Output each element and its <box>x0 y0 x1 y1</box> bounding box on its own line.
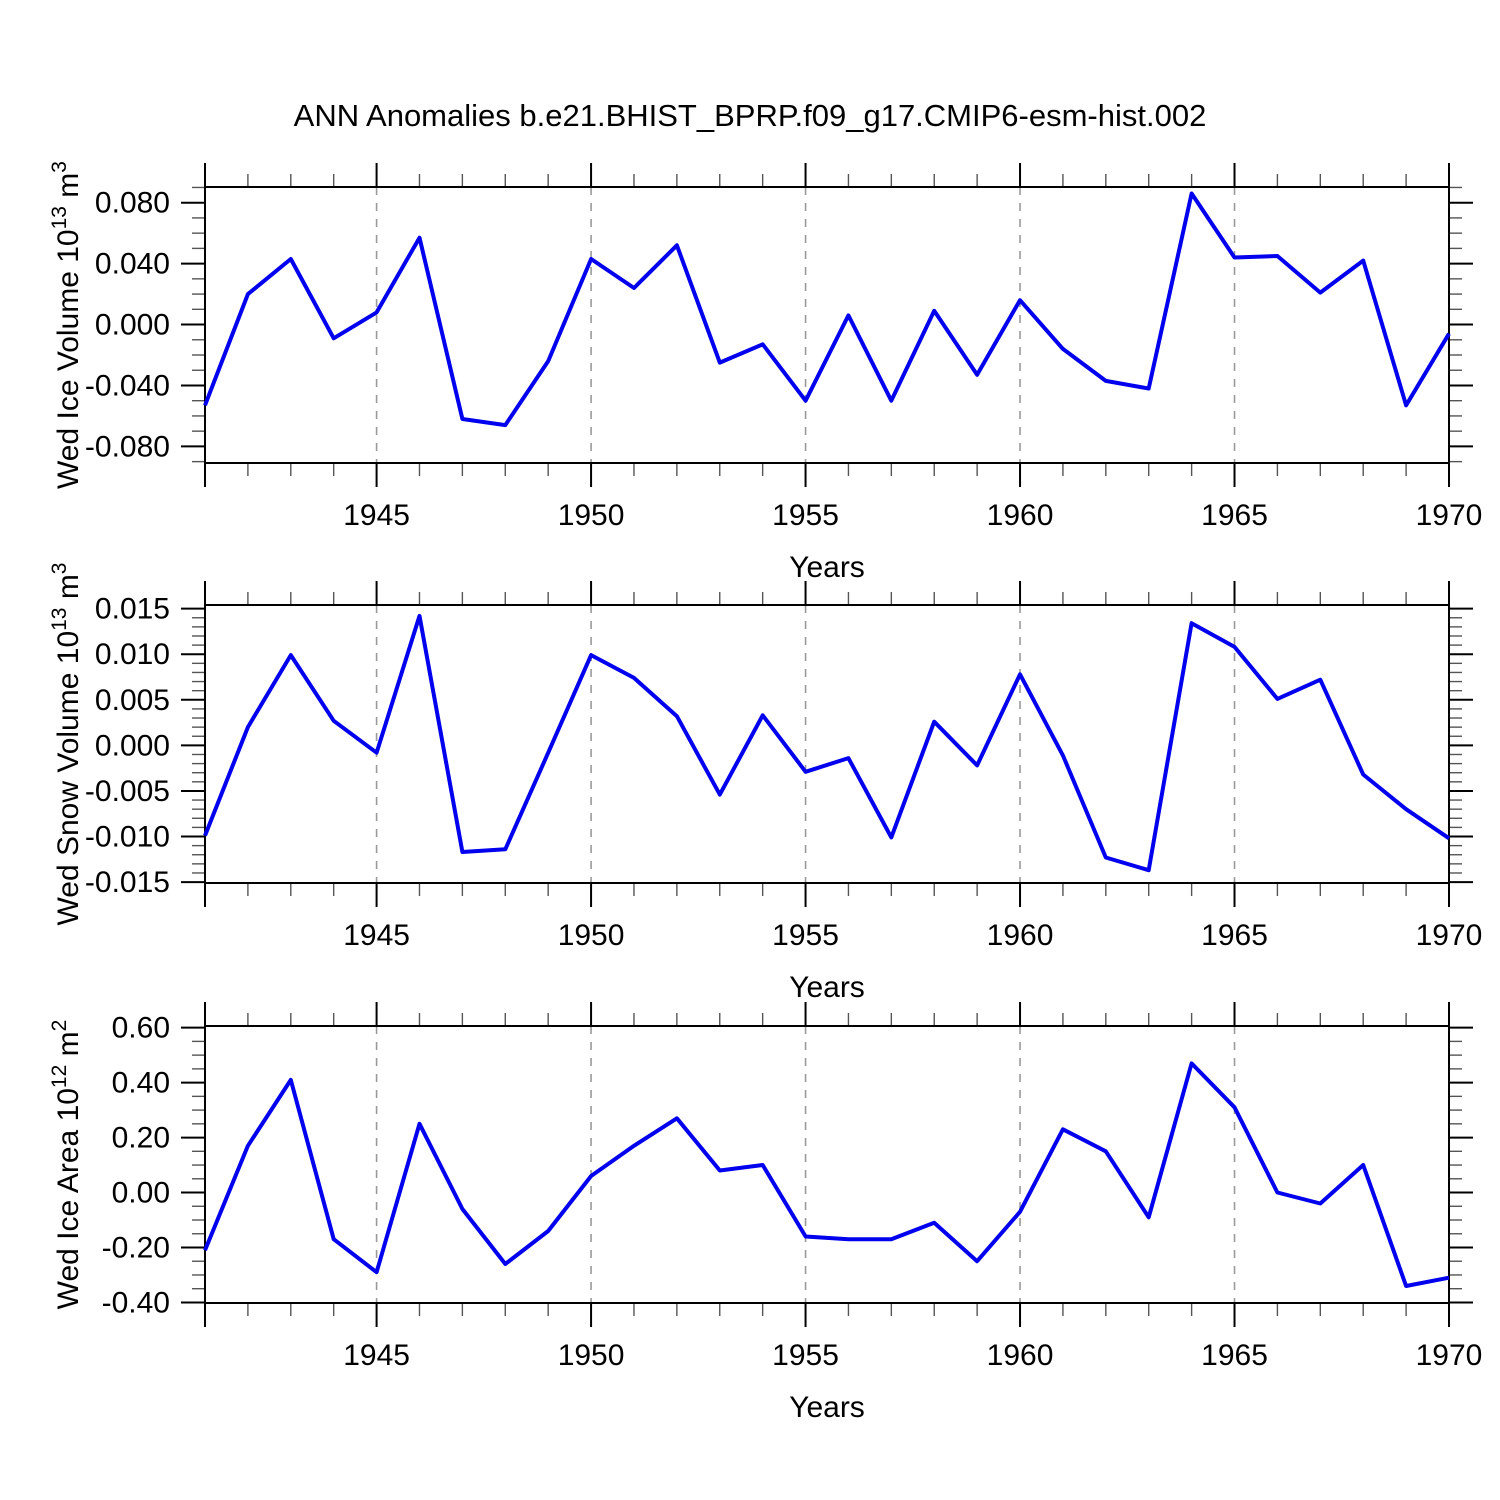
x-axis-title: Years <box>789 1391 865 1424</box>
x-axis-title: Years <box>789 551 865 584</box>
x-tick-label: 1950 <box>558 919 625 952</box>
y-axis-title: Wed Snow Volume 1013 m3 <box>48 563 85 926</box>
panel-1: -0.080 -0.040 0.000 0.040 0.080 1945 1950 1955 1… <box>48 161 1482 584</box>
y-tick-label: 0.60 <box>112 1012 170 1045</box>
x-tick-label: 1965 <box>1201 499 1268 532</box>
x-tick-label: 1965 <box>1201 919 1268 952</box>
y-axis-title: Wed Ice Volume 1013 m3 <box>48 161 85 489</box>
y-tick-label: 0.000 <box>95 309 170 342</box>
x-tick-label: 1950 <box>558 499 625 532</box>
y-tick-label: 0.40 <box>112 1067 170 1100</box>
panel-3: -0.40 -0.20 0.00 0.20 0.40 0.60 1945 1950 1955 19… <box>48 1002 1482 1424</box>
x-tick-label: 1955 <box>772 1339 839 1372</box>
y-tick-label: -0.040 <box>85 369 170 402</box>
y-tick-label: 0.000 <box>95 729 170 762</box>
y-tick-label: 0.20 <box>112 1122 170 1155</box>
axis-border <box>204 1025 1450 1304</box>
series-line <box>203 1061 1450 1288</box>
x-tick-label: 1960 <box>987 499 1054 532</box>
panel-2: -0.015 -0.010 -0.005 0.000 0.005 0.010 0.015 19… <box>48 563 1482 1005</box>
series-line <box>203 191 1451 428</box>
y-axis-title: Wed Ice Area 1012 m2 <box>48 1020 85 1310</box>
x-tick-label: 1970 <box>1416 1339 1483 1372</box>
y-tick-label: -0.20 <box>102 1231 170 1264</box>
y-tick-label: -0.015 <box>85 866 170 899</box>
y-tick-label: 0.010 <box>95 638 170 671</box>
y-tick-label: 0.005 <box>95 684 170 717</box>
x-tick-label: 1960 <box>987 919 1054 952</box>
series-line <box>203 613 1451 873</box>
x-tick-label: 1970 <box>1416 919 1483 952</box>
y-tick-label: -0.010 <box>85 821 170 854</box>
axis-border <box>204 604 1450 884</box>
x-tick-label: 1960 <box>987 1339 1054 1372</box>
y-tick-label: 0.040 <box>95 248 170 281</box>
x-tick-label: 1965 <box>1201 1339 1268 1372</box>
x-tick-label: 1970 <box>1416 499 1483 532</box>
x-tick-label: 1945 <box>343 919 410 952</box>
y-tick-label: 0.015 <box>95 593 170 626</box>
y-tick-label: 0.080 <box>95 187 170 220</box>
y-tick-label: -0.40 <box>102 1286 170 1319</box>
x-axis-title: Years <box>789 971 865 1004</box>
x-tick-label: 1955 <box>772 499 839 532</box>
x-tick-label: 1945 <box>343 499 410 532</box>
y-tick-label: -0.005 <box>85 775 170 808</box>
x-tick-label: 1950 <box>558 1339 625 1372</box>
y-tick-label: -0.080 <box>85 430 170 463</box>
chart-title: ANN Anomalies b.e21.BHIST_BPRP.f09_g17.C… <box>293 98 1207 133</box>
x-tick-label: 1955 <box>772 919 839 952</box>
axis-border <box>204 186 1450 464</box>
x-tick-label: 1945 <box>343 1339 410 1372</box>
y-tick-label: 0.00 <box>112 1177 170 1210</box>
